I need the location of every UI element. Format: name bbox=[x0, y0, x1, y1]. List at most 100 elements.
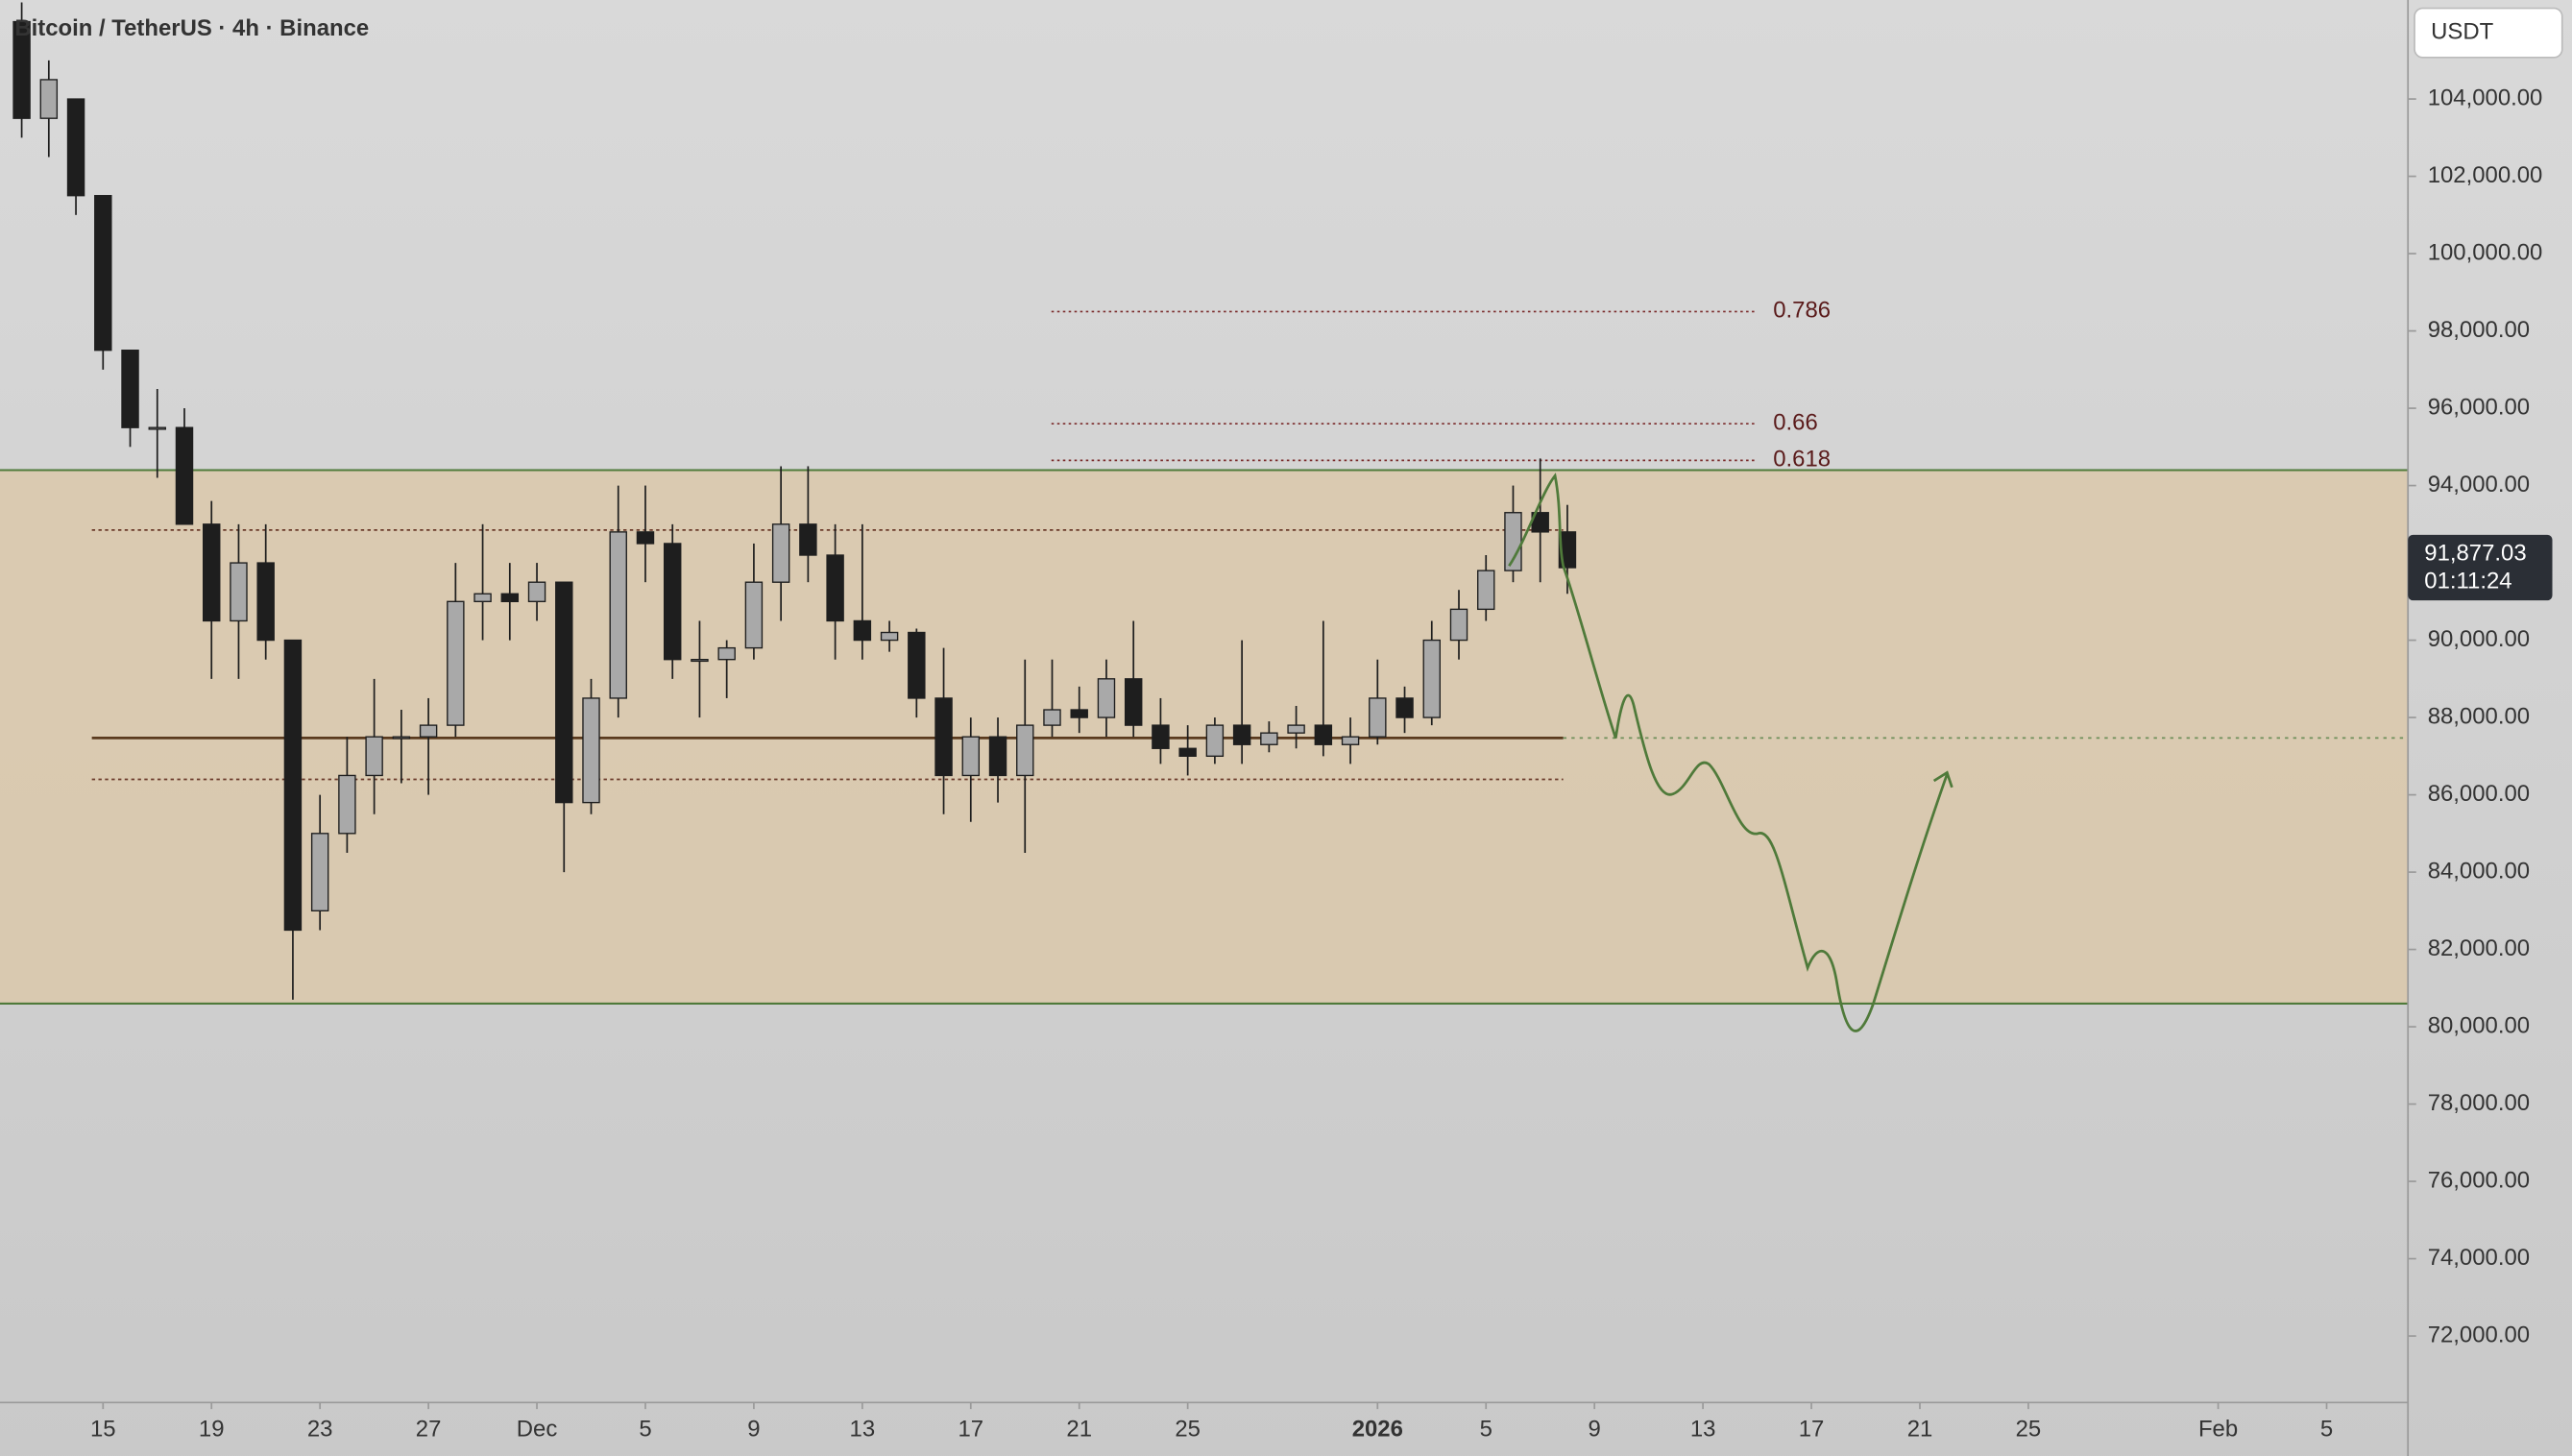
candle-body bbox=[880, 631, 899, 642]
candle-body bbox=[1260, 732, 1278, 745]
candle-body bbox=[338, 774, 356, 835]
candle-body bbox=[12, 20, 31, 119]
last-price-tag bbox=[2408, 534, 2553, 601]
candle-body bbox=[203, 523, 221, 622]
candle-body bbox=[121, 350, 139, 428]
candle-body bbox=[908, 631, 926, 699]
candle-body bbox=[961, 736, 981, 777]
x-tick-label: 25 bbox=[2016, 1417, 2042, 1443]
x-tick-label: 21 bbox=[1066, 1417, 1092, 1443]
candle-body bbox=[1477, 570, 1495, 611]
x-tick-label: 5 bbox=[1480, 1417, 1492, 1443]
candle-body bbox=[771, 523, 790, 583]
fib-label: 0.618 bbox=[1773, 447, 1831, 473]
candle-body bbox=[1449, 608, 1468, 642]
candle-body bbox=[555, 581, 573, 804]
projection-path bbox=[1508, 473, 1949, 1032]
y-tick-label: 88,000.00 bbox=[2428, 703, 2530, 729]
currency-label[interactable]: USDT bbox=[2431, 19, 2493, 45]
candle-body bbox=[1395, 697, 1414, 718]
candle-body bbox=[473, 593, 492, 602]
candle-body bbox=[39, 79, 59, 119]
countdown-label: 01:11:24 bbox=[2424, 569, 2511, 595]
candle-body bbox=[636, 531, 655, 545]
candle-body bbox=[1016, 724, 1034, 777]
candle-body bbox=[1369, 697, 1387, 738]
candle-body bbox=[66, 98, 85, 197]
plot-area: 0.786 0.66 0.618 bbox=[0, 2, 2409, 1005]
candle-body bbox=[148, 426, 166, 430]
currency-button[interactable] bbox=[2414, 7, 2563, 59]
candle-body bbox=[1043, 709, 1061, 726]
y-tick-label: 96,000.00 bbox=[2428, 394, 2530, 420]
candle-body bbox=[691, 659, 709, 663]
x-tick-label: 19 bbox=[199, 1417, 225, 1443]
candle-body bbox=[1287, 724, 1305, 734]
candle-body bbox=[1124, 678, 1143, 726]
candle-body bbox=[1205, 724, 1225, 757]
fib-label: 0.66 bbox=[1773, 409, 1818, 435]
y-tick-label: 82,000.00 bbox=[2428, 935, 2530, 961]
x-tick-label: Dec bbox=[517, 1417, 558, 1443]
x-tick-label: 17 bbox=[1799, 1417, 1825, 1443]
candle-body bbox=[609, 531, 627, 699]
candle-body bbox=[283, 639, 303, 932]
y-tick-label: 86,000.00 bbox=[2428, 781, 2530, 807]
x-tick-label: 9 bbox=[1589, 1417, 1601, 1443]
candle-body bbox=[934, 697, 953, 777]
candle-body bbox=[392, 736, 411, 740]
candle-body bbox=[230, 562, 248, 622]
candle-body bbox=[310, 833, 329, 911]
candle-body bbox=[1232, 724, 1251, 745]
y-tick-label: 74,000.00 bbox=[2428, 1245, 2530, 1271]
candle-body bbox=[1097, 678, 1116, 718]
candle-body bbox=[419, 724, 438, 738]
candle-body bbox=[744, 581, 764, 649]
x-tick-label: 5 bbox=[639, 1417, 651, 1443]
candle-body bbox=[1314, 724, 1333, 745]
x-tick-label: 25 bbox=[1175, 1417, 1201, 1443]
candle-body bbox=[527, 581, 546, 602]
fib-label: 0.786 bbox=[1773, 298, 1831, 324]
candle-body bbox=[717, 646, 736, 661]
last-price-label: 91,877.03 bbox=[2424, 541, 2526, 567]
y-tick-label: 100,000.00 bbox=[2428, 239, 2543, 265]
x-tick-label: 9 bbox=[747, 1417, 760, 1443]
x-tick-label: 15 bbox=[90, 1417, 116, 1443]
candle-body bbox=[500, 593, 520, 602]
x-tick-label: 23 bbox=[307, 1417, 333, 1443]
candle-body bbox=[1178, 747, 1197, 757]
y-tick-label: 84,000.00 bbox=[2428, 858, 2530, 884]
candle-body bbox=[988, 736, 1007, 777]
y-tick-label: 104,000.00 bbox=[2428, 85, 2543, 110]
candle-body bbox=[94, 195, 112, 352]
candle-body bbox=[663, 543, 682, 661]
y-tick-label: 80,000.00 bbox=[2428, 1012, 2530, 1038]
symbol-title: Bitcoin / TetherUS · 4h · Binance bbox=[14, 15, 369, 41]
candle-body bbox=[853, 619, 872, 642]
candle-body bbox=[1341, 736, 1360, 745]
projection-arrow bbox=[1932, 770, 1953, 789]
x-tick-label: 21 bbox=[1907, 1417, 1933, 1443]
x-tick-label: Feb bbox=[2198, 1417, 2238, 1443]
x-tick-label: 13 bbox=[850, 1417, 876, 1443]
x-tick-label: 17 bbox=[958, 1417, 983, 1443]
candle-body bbox=[365, 736, 383, 777]
candle-body bbox=[175, 426, 194, 525]
y-tick-label: 90,000.00 bbox=[2428, 626, 2530, 652]
y-tick-label: 94,000.00 bbox=[2428, 472, 2530, 497]
x-tick-label: 13 bbox=[1690, 1417, 1716, 1443]
y-tick-label: 98,000.00 bbox=[2428, 317, 2530, 343]
candle-body bbox=[799, 523, 817, 556]
y-tick-label: 72,000.00 bbox=[2428, 1322, 2530, 1347]
candle-body bbox=[826, 554, 844, 622]
candle-body bbox=[256, 562, 275, 642]
candle-body bbox=[1422, 639, 1441, 718]
candle-body bbox=[1070, 709, 1088, 718]
x-tick-label: 5 bbox=[2320, 1417, 2333, 1443]
y-tick-label: 76,000.00 bbox=[2428, 1167, 2530, 1193]
x-tick-label: 2026 bbox=[1352, 1417, 1403, 1443]
candle-body bbox=[582, 697, 600, 804]
